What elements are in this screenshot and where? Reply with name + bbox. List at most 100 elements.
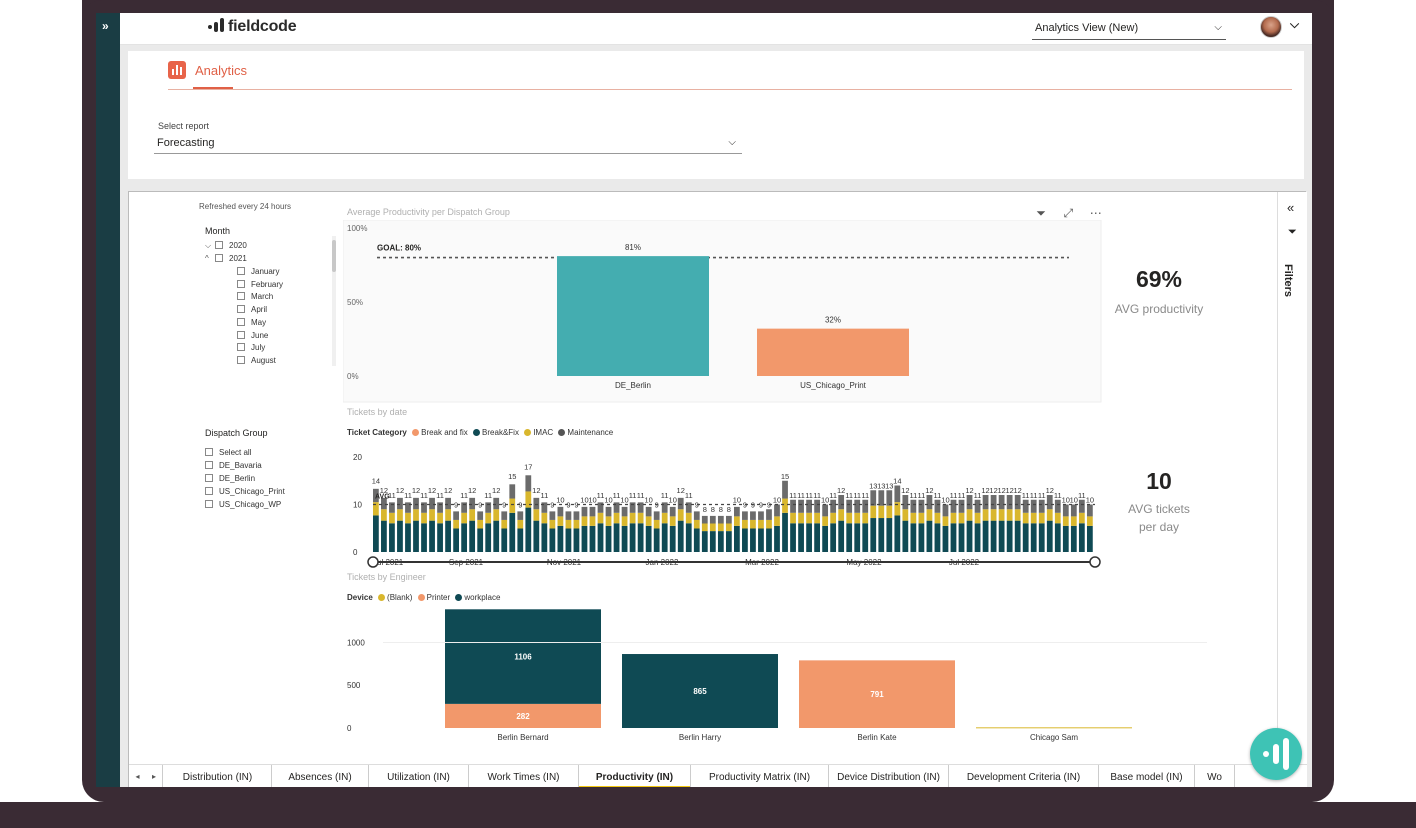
page-tab[interactable]: Utilization (IN) (369, 765, 469, 787)
scrollbar-thumb[interactable] (332, 240, 336, 272)
stacked-bar-segment (982, 520, 989, 552)
slider-handle-end[interactable] (1089, 556, 1101, 568)
stacked-bar-segment (782, 480, 788, 499)
checkbox[interactable] (237, 356, 245, 364)
bar (557, 256, 709, 376)
stacked-bar-segment (1038, 499, 1045, 513)
checkbox[interactable] (237, 318, 245, 326)
filters-pane[interactable]: « ⏷ Filters (1277, 192, 1307, 764)
legend-item[interactable]: workplace (464, 593, 501, 602)
checkbox[interactable] (215, 254, 223, 262)
checkbox[interactable] (237, 343, 245, 351)
stacked-bar-segment (397, 509, 403, 521)
slicer-month[interactable]: February (237, 279, 283, 290)
page-tab[interactable]: Development Criteria (IN) (949, 765, 1099, 787)
checkbox[interactable] (205, 500, 213, 508)
stacked-bar-segment (613, 512, 620, 524)
checkbox[interactable] (237, 267, 245, 275)
slicer-month[interactable]: January (237, 266, 279, 277)
data-label: 10 (604, 496, 612, 505)
filter-icon[interactable]: ⏷ (1036, 206, 1046, 220)
page-tab[interactable]: Work Times (IN) (469, 765, 579, 787)
checkbox[interactable] (237, 280, 245, 288)
legend-item[interactable]: IMAC (533, 428, 554, 437)
slicer-item[interactable]: US_Chicago_Print (205, 485, 285, 498)
stacked-bar-segment (717, 531, 724, 552)
page-tab[interactable]: Productivity (IN) (579, 765, 691, 787)
slicer-item[interactable]: DE_Bavaria (205, 459, 285, 472)
data-label: 11 (637, 491, 645, 500)
slicer-scrollbar[interactable] (332, 236, 336, 366)
checkbox[interactable] (237, 331, 245, 339)
page-tab[interactable]: Wo (1195, 765, 1235, 787)
chevron-down-icon: ⌵ (1214, 22, 1222, 33)
report-dropdown[interactable]: Forecasting ⌵ (154, 134, 742, 154)
stacked-bar-segment (381, 520, 387, 552)
page-tab[interactable]: Productivity Matrix (IN) (691, 765, 829, 787)
view-selector[interactable]: Analytics View (New) ⌵ (1032, 20, 1226, 40)
double-chevron-right-icon[interactable]: » (102, 19, 109, 33)
focus-mode-icon[interactable]: ⤢ (1063, 206, 1074, 220)
stacked-bar-segment (766, 509, 772, 520)
productivity-chart[interactable]: 100% 50% 0% GOAL: 80% 81% DE_Berlin 32% US_Chic… (343, 220, 1103, 404)
slicer-month[interactable]: March (237, 291, 273, 302)
stacked-bar-segment (589, 516, 596, 526)
slicer-month[interactable]: August (237, 355, 276, 366)
stacked-bar-segment (621, 525, 628, 552)
stacked-bar-segment (862, 523, 869, 552)
legend-item[interactable]: (Blank) (387, 593, 413, 602)
stacked-bar-segment (822, 504, 829, 517)
checkbox[interactable] (205, 448, 213, 456)
slicer-month[interactable]: June (237, 330, 268, 341)
chevron-down-icon[interactable]: ⌵ (205, 241, 212, 250)
page-tab[interactable]: Absences (IN) (272, 765, 369, 787)
stacked-bar-segment (669, 506, 676, 517)
slicer-item[interactable]: Select all (205, 446, 285, 459)
user-menu-chevron-icon[interactable]: ⌵ (1290, 17, 1300, 31)
slicer-month[interactable]: May (237, 317, 266, 328)
page-tab[interactable]: Device Distribution (IN) (829, 765, 949, 787)
stacked-bar-segment (677, 497, 684, 510)
x-tick-label: US_Chicago_Print (800, 381, 867, 390)
slicer-item-label: Select all (219, 448, 252, 457)
slicer-item[interactable]: US_Chicago_WP (205, 498, 285, 511)
tickets-by-date-chart[interactable]: 2010014121112111211121112911129111291591… (343, 442, 1103, 572)
stacked-bar-segment (493, 509, 500, 521)
stacked-bar-segment (742, 519, 748, 529)
slicer-item[interactable]: DE_Berlin (205, 472, 285, 485)
stacked-bar-segment (517, 528, 524, 552)
page-tab[interactable]: Base model (IN) (1099, 765, 1195, 787)
double-chevron-left-icon[interactable]: « (1287, 200, 1295, 215)
stacked-bar-segment (1086, 516, 1093, 526)
legend-item[interactable]: Printer (426, 593, 451, 602)
tabs-next-icon[interactable]: ▸ (146, 765, 163, 787)
tabs-prev-icon[interactable]: ◂ (135, 772, 140, 781)
checkbox[interactable] (205, 474, 213, 482)
slicer-year-2021[interactable]: ^ 2021 (205, 253, 247, 264)
page-tab[interactable]: Distribution (IN) (164, 765, 272, 787)
fieldcode-assistant-button[interactable] (1250, 728, 1302, 780)
legend-item[interactable]: Break and fix (421, 428, 468, 437)
checkbox[interactable] (205, 487, 213, 495)
stacked-bar-segment (533, 509, 540, 521)
tickets-by-engineer-chart[interactable]: 1000 500 0 282 1106 Berlin Bernard 865 Berlin H… (343, 604, 1223, 764)
workspace: Analytics Select report Forecasting ⌵ Re… (120, 45, 1312, 787)
slicer-month[interactable]: April (237, 304, 267, 315)
stacked-bar-segment (1062, 504, 1069, 517)
legend-item[interactable]: Maintenance (567, 428, 614, 437)
checkbox[interactable] (237, 305, 245, 313)
avatar[interactable] (1260, 16, 1282, 38)
slicer-year-2020[interactable]: ⌵ 2020 (205, 240, 247, 251)
stacked-bar-segment (926, 509, 933, 521)
checkbox[interactable] (215, 241, 223, 249)
slider-handle-start[interactable] (367, 556, 379, 568)
slicer-month[interactable]: July (237, 342, 265, 353)
checkbox[interactable] (205, 461, 213, 469)
stacked-bar-segment (878, 518, 885, 552)
fieldcode-logo[interactable]: fieldcode (208, 18, 297, 36)
checkbox[interactable] (237, 292, 245, 300)
stacked-bar-segment (677, 509, 684, 521)
legend-item[interactable]: Break&Fix (482, 428, 519, 437)
more-options-icon[interactable]: ⋯ (1089, 206, 1102, 220)
chevron-up-icon[interactable]: ^ (205, 254, 209, 263)
